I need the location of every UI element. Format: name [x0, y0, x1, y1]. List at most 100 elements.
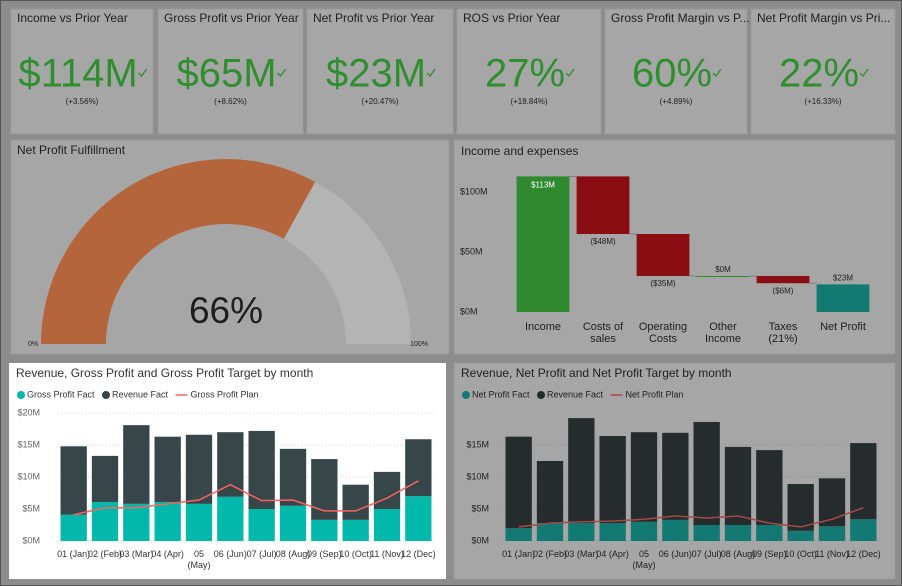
x-tick-label: 03 (Mar)	[564, 549, 599, 559]
y-tick-label: $0M	[460, 306, 478, 316]
bar	[693, 525, 720, 541]
x-tick-label: 06 (Jun)	[213, 549, 247, 559]
legend-label: Gross Profit Fact	[27, 389, 95, 399]
legend-label: Revenue Fact	[547, 389, 604, 399]
bar	[662, 432, 689, 520]
y-tick-label: $15M	[466, 439, 489, 449]
bar	[599, 523, 626, 541]
bar	[373, 509, 401, 541]
x-tick-label: Other Income	[704, 321, 742, 345]
y-tick-label: $10M	[17, 471, 40, 481]
bar	[60, 514, 87, 541]
kpi-title: Gross Profit Margin vs P...	[611, 11, 750, 25]
bar	[342, 519, 369, 541]
chart-title: Revenue, Net Profit and Net Profit Targe…	[461, 366, 732, 380]
bar	[185, 503, 213, 541]
bar	[405, 496, 432, 541]
bar	[91, 455, 119, 502]
bar	[630, 521, 658, 541]
gauge-tick-label: 100%	[410, 341, 428, 348]
kpi-value: $114M	[18, 52, 137, 96]
bar	[693, 421, 720, 525]
bar	[248, 509, 275, 541]
x-tick-label: 03 (Mar)	[119, 549, 154, 559]
waterfall-bar	[696, 276, 750, 277]
waterfall-bar	[756, 276, 810, 284]
bar	[123, 425, 150, 504]
plan-line	[518, 507, 864, 528]
x-tick-label: 08 (Aug)	[720, 549, 756, 559]
bar	[818, 526, 846, 541]
kpi-card	[157, 8, 304, 135]
data-label: $23M	[833, 274, 853, 283]
bar	[154, 436, 181, 502]
bar	[311, 519, 338, 541]
bar	[724, 525, 752, 541]
plan-line	[73, 480, 419, 516]
data-label: $0M	[715, 265, 731, 274]
gauge-tick-label: 0%	[28, 341, 38, 348]
chart-title: Net Profit Fulfillment	[17, 143, 126, 157]
bar	[850, 443, 877, 520]
legend-label: Gross Profit Plan	[191, 389, 259, 399]
kpi-card	[456, 8, 602, 135]
y-tick-label: $10M	[466, 471, 489, 481]
bar	[568, 418, 595, 524]
kpi-title: Gross Profit vs Prior Year	[164, 11, 299, 25]
bar	[818, 478, 846, 527]
bar	[248, 430, 275, 509]
y-tick-label: $0M	[22, 535, 40, 545]
bar	[342, 484, 369, 520]
x-tick-label: Operating Costs	[638, 321, 688, 345]
bar	[662, 519, 689, 541]
kpi-check	[565, 68, 575, 78]
x-tick-label: Income	[524, 321, 562, 333]
bar	[536, 461, 564, 524]
bar	[568, 523, 595, 541]
chart-title: Revenue, Gross Profit and Gross Profit T…	[16, 366, 313, 380]
bar	[536, 523, 564, 541]
legend-label: Revenue Fact	[112, 389, 169, 399]
y-tick-label: $5M	[22, 503, 40, 513]
y-tick-label: $15M	[17, 439, 40, 449]
data-label: ($6M)	[773, 286, 794, 295]
bar	[787, 484, 814, 531]
x-tick-label: 07 (Jul)	[246, 549, 277, 559]
kpi-change: (+4.89%)	[660, 97, 693, 106]
bar	[373, 471, 401, 509]
bar	[60, 446, 87, 515]
kpi-card	[750, 8, 896, 135]
x-tick-label: 12 (Dec)	[401, 549, 436, 559]
x-tick-label: 08 (Aug)	[275, 549, 311, 559]
kpi-check	[138, 68, 148, 78]
kpi-value: 27%	[485, 52, 565, 96]
y-tick-label: $0M	[471, 535, 489, 545]
kpi-change: (+3.56%)	[66, 97, 99, 106]
bar	[185, 434, 213, 504]
y-tick-label: $5M	[471, 503, 489, 513]
kpi-change: (+18.84%)	[510, 97, 547, 106]
kpi-value: $65M	[176, 52, 276, 96]
bar	[217, 432, 244, 497]
y-tick-label: $100M	[460, 186, 488, 196]
waterfall-bar	[636, 234, 690, 276]
x-tick-label: Net Profit	[820, 321, 866, 333]
bar	[405, 439, 432, 497]
x-tick-label: Costs of sales	[582, 321, 624, 345]
data-label: ($48M)	[590, 237, 616, 246]
kpi-value: 60%	[632, 52, 712, 96]
kpi-check	[859, 68, 869, 78]
x-tick-label: 02 (Feb)	[87, 549, 122, 559]
bar	[123, 503, 150, 541]
bar	[630, 432, 658, 522]
kpi-card	[10, 8, 154, 135]
waterfall-bar	[516, 176, 570, 312]
kpi-title: Income vs Prior Year	[17, 11, 128, 25]
chart-title: Income and expenses	[461, 144, 578, 158]
y-tick-label: $20M	[17, 407, 40, 417]
kpi-value: $23M	[326, 52, 426, 96]
kpi-check	[426, 68, 436, 78]
gauge-label: 66%	[189, 290, 263, 331]
bar	[850, 519, 877, 541]
